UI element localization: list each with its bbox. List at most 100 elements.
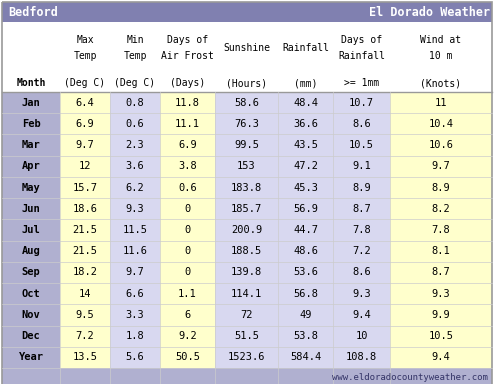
- Bar: [110, 177, 160, 198]
- Bar: [333, 177, 390, 198]
- Bar: [390, 347, 492, 368]
- Text: Sunshine: Sunshine: [223, 43, 270, 53]
- Text: Jan: Jan: [22, 98, 41, 108]
- Text: Year: Year: [18, 353, 43, 362]
- Text: 8.6: 8.6: [352, 268, 371, 278]
- Text: 14: 14: [79, 289, 91, 299]
- Bar: [60, 113, 110, 134]
- Text: 5.6: 5.6: [125, 353, 144, 362]
- Text: 7.8: 7.8: [432, 225, 451, 235]
- Text: 139.8: 139.8: [231, 268, 262, 278]
- Text: 0.6: 0.6: [125, 119, 144, 129]
- Text: 7.2: 7.2: [352, 246, 371, 256]
- Bar: [215, 347, 278, 368]
- Text: 9.4: 9.4: [352, 310, 371, 320]
- Bar: [278, 156, 333, 177]
- Bar: [215, 177, 278, 198]
- Bar: [160, 134, 215, 156]
- Bar: [215, 283, 278, 304]
- Bar: [278, 262, 333, 283]
- Text: 53.6: 53.6: [293, 268, 318, 278]
- Text: 0: 0: [184, 268, 191, 278]
- Bar: [390, 262, 492, 283]
- Text: Temp: Temp: [123, 51, 147, 61]
- Bar: [215, 92, 278, 113]
- Text: 9.5: 9.5: [76, 310, 94, 320]
- Bar: [333, 326, 390, 347]
- Text: 183.8: 183.8: [231, 182, 262, 192]
- Text: 11.5: 11.5: [123, 225, 148, 235]
- Text: 72: 72: [240, 310, 253, 320]
- Text: Bedford: Bedford: [8, 5, 58, 18]
- Text: 58.6: 58.6: [234, 98, 259, 108]
- Text: Month: Month: [16, 78, 45, 88]
- Text: 6.4: 6.4: [76, 98, 94, 108]
- Text: 8.1: 8.1: [432, 246, 451, 256]
- Bar: [2, 177, 60, 198]
- Bar: [60, 156, 110, 177]
- Bar: [160, 241, 215, 262]
- Bar: [215, 113, 278, 134]
- Text: 8.7: 8.7: [352, 204, 371, 214]
- Text: 56.8: 56.8: [293, 289, 318, 299]
- Bar: [2, 368, 492, 384]
- Bar: [110, 304, 160, 326]
- Bar: [390, 134, 492, 156]
- Text: 10.5: 10.5: [349, 140, 374, 150]
- Text: 2.3: 2.3: [125, 140, 144, 150]
- Text: Days of: Days of: [341, 35, 382, 45]
- Text: 10: 10: [355, 331, 368, 341]
- Text: 43.5: 43.5: [293, 140, 318, 150]
- Text: Feb: Feb: [22, 119, 41, 129]
- Text: 13.5: 13.5: [73, 353, 97, 362]
- Bar: [390, 304, 492, 326]
- Text: 3.3: 3.3: [125, 310, 144, 320]
- Text: Sep: Sep: [22, 268, 41, 278]
- Text: 0: 0: [184, 204, 191, 214]
- Bar: [2, 241, 60, 262]
- Text: 0.8: 0.8: [125, 98, 144, 108]
- Bar: [60, 283, 110, 304]
- Bar: [333, 262, 390, 283]
- Text: 6.9: 6.9: [76, 119, 94, 129]
- Bar: [2, 156, 60, 177]
- Bar: [160, 326, 215, 347]
- Bar: [333, 134, 390, 156]
- Text: 10.4: 10.4: [428, 119, 453, 129]
- Text: 584.4: 584.4: [290, 353, 321, 362]
- Text: Wind at: Wind at: [420, 35, 461, 45]
- Text: 50.5: 50.5: [175, 353, 200, 362]
- Bar: [110, 113, 160, 134]
- Text: 6.6: 6.6: [125, 289, 144, 299]
- Text: 6: 6: [184, 310, 191, 320]
- Text: 114.1: 114.1: [231, 289, 262, 299]
- Bar: [2, 92, 60, 113]
- Bar: [278, 92, 333, 113]
- Text: Air Frost: Air Frost: [161, 51, 214, 61]
- Bar: [215, 326, 278, 347]
- Bar: [390, 241, 492, 262]
- Bar: [2, 219, 60, 241]
- Text: 185.7: 185.7: [231, 204, 262, 214]
- Text: Jun: Jun: [22, 204, 41, 214]
- Bar: [278, 326, 333, 347]
- Bar: [60, 92, 110, 113]
- Text: Days of: Days of: [167, 35, 208, 45]
- Bar: [110, 198, 160, 219]
- Bar: [160, 198, 215, 219]
- Bar: [110, 92, 160, 113]
- Text: (Hours): (Hours): [226, 78, 267, 88]
- Bar: [278, 198, 333, 219]
- Text: Oct: Oct: [22, 289, 41, 299]
- Text: (Deg C): (Deg C): [115, 78, 156, 88]
- Text: 53.8: 53.8: [293, 331, 318, 341]
- Text: 44.7: 44.7: [293, 225, 318, 235]
- Text: 36.6: 36.6: [293, 119, 318, 129]
- Text: El Dorado Weather: El Dorado Weather: [369, 5, 490, 18]
- Text: 7.2: 7.2: [76, 331, 94, 341]
- Text: 48.6: 48.6: [293, 246, 318, 256]
- Bar: [110, 326, 160, 347]
- Bar: [60, 177, 110, 198]
- Text: 51.5: 51.5: [234, 331, 259, 341]
- Bar: [110, 347, 160, 368]
